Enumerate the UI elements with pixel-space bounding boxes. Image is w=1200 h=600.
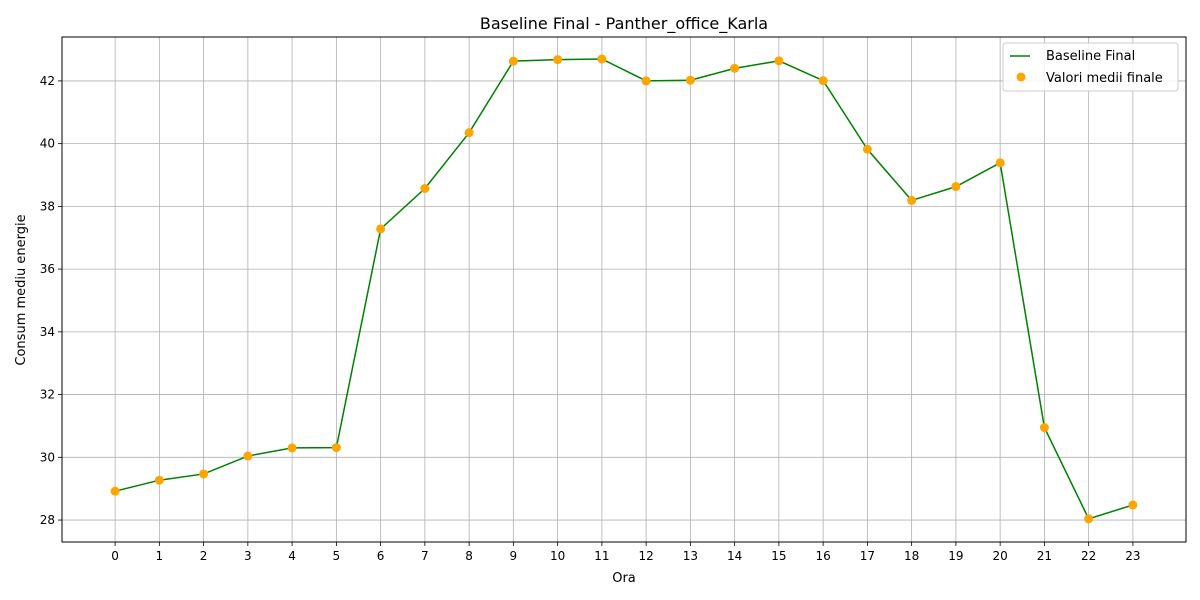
- x-tick-label: 1: [156, 549, 164, 563]
- x-tick-label: 9: [510, 549, 518, 563]
- x-tick-label: 2: [200, 549, 208, 563]
- y-tick-label: 42: [40, 74, 55, 88]
- scatter-point: [553, 55, 563, 65]
- scatter-point: [508, 56, 518, 66]
- x-tick-label: 22: [1081, 549, 1096, 563]
- scatter-point: [1084, 514, 1094, 524]
- series-line-baseline-final: [114, 58, 1134, 520]
- scatter-point: [730, 63, 740, 73]
- scatter-point: [597, 54, 607, 64]
- x-tick-label: 13: [683, 549, 698, 563]
- chart-title: Baseline Final - Panther_office_Karla: [480, 14, 768, 34]
- x-tick-label: 5: [333, 549, 341, 563]
- y-tick-label: 30: [40, 450, 55, 464]
- scatter-point: [1128, 500, 1138, 510]
- scatter-point: [331, 443, 341, 453]
- scatter-point: [1039, 423, 1049, 433]
- scatter-point: [199, 469, 209, 479]
- legend-box: [1002, 42, 1179, 92]
- x-axis-label: Ora: [612, 571, 636, 586]
- y-tick-label: 38: [40, 199, 55, 213]
- x-tick-label: 18: [904, 549, 919, 563]
- x-tick-label: 4: [288, 549, 296, 563]
- x-tick-label: 0: [111, 549, 119, 563]
- scatter-point: [818, 76, 828, 86]
- scatter-point: [862, 144, 872, 154]
- scatter-point: [420, 184, 430, 193]
- x-tick-label: 23: [1125, 549, 1140, 563]
- x-tick-label: 14: [727, 549, 742, 563]
- legend-entry-scatter: Valori medii finale: [1046, 71, 1163, 86]
- x-tick-label: 6: [377, 549, 385, 563]
- scatter-point: [110, 486, 120, 496]
- x-tick-label: 16: [815, 549, 830, 563]
- legend-scatter-swatch: [1016, 72, 1026, 82]
- scatter-point: [287, 443, 297, 453]
- x-tick-label: 8: [465, 549, 473, 563]
- x-tick-label: 12: [638, 549, 653, 563]
- legend: Baseline Final Valori medii finale: [1002, 42, 1179, 92]
- scatter-point: [995, 158, 1005, 168]
- x-tick-label: 10: [550, 549, 565, 563]
- grid-lines: [62, 37, 1186, 542]
- y-tick-label: 28: [40, 513, 55, 527]
- scatter-point: [154, 475, 164, 485]
- x-tick-label: 21: [1037, 549, 1052, 563]
- x-tick-label: 15: [771, 549, 786, 563]
- x-axis-ticks: 0 1 2 3 4 5 6 7 8 9 10 11 12 13 14 15 16 17 18 19 20 21 22 23: [111, 542, 1141, 563]
- x-tick-label: 3: [244, 549, 252, 563]
- scatter-point: [774, 56, 784, 66]
- series-layer: [110, 54, 1138, 524]
- scatter-point: [685, 75, 695, 85]
- x-tick-label: 11: [594, 549, 609, 563]
- legend-entry-line: Baseline Final: [1046, 49, 1135, 64]
- plot-frame: [61, 36, 1187, 543]
- y-tick-label: 36: [40, 262, 55, 276]
- scatter-point: [376, 224, 386, 234]
- y-tick-label: 40: [40, 137, 55, 151]
- scatter-point: [464, 128, 474, 138]
- y-axis-label: Consum mediu energie: [14, 214, 29, 365]
- scatter-point: [641, 76, 651, 86]
- x-tick-label: 19: [948, 549, 963, 563]
- scatter-point: [907, 195, 917, 205]
- scatter-point: [243, 451, 253, 461]
- scatter-point: [951, 182, 961, 192]
- y-axis-ticks: 28 30 32 34 36 38 40 42: [40, 74, 62, 527]
- x-tick-label: 17: [860, 549, 875, 563]
- y-tick-label: 34: [40, 325, 55, 339]
- y-tick-label: 32: [40, 388, 55, 402]
- x-tick-label: 20: [993, 549, 1008, 563]
- x-tick-label: 7: [421, 549, 429, 563]
